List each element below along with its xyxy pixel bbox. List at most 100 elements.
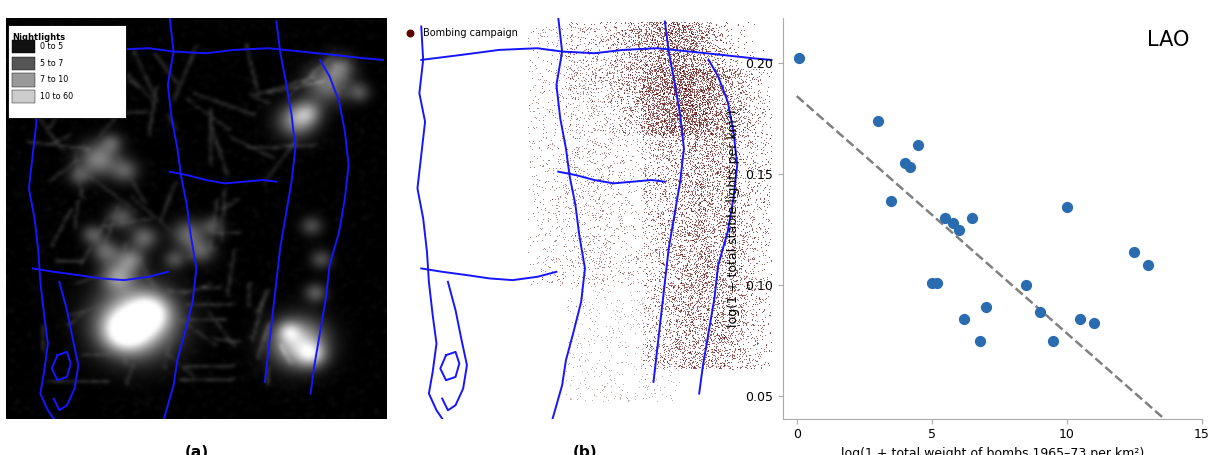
Point xyxy=(681,151,701,158)
Point xyxy=(652,336,672,344)
Point xyxy=(646,124,666,131)
Point xyxy=(698,102,718,109)
Point xyxy=(585,81,604,89)
Point xyxy=(668,161,687,168)
Point xyxy=(724,40,743,47)
Point xyxy=(663,348,683,355)
Point xyxy=(738,270,757,277)
Point xyxy=(719,265,738,272)
Point xyxy=(669,57,689,65)
Point xyxy=(647,21,667,28)
Point xyxy=(705,334,725,342)
Point xyxy=(672,294,691,302)
Point xyxy=(708,83,727,90)
Point xyxy=(698,293,718,300)
Point xyxy=(574,48,593,55)
Point xyxy=(719,165,738,172)
Point xyxy=(657,112,676,120)
Point xyxy=(651,100,670,107)
Point xyxy=(651,59,670,66)
Point xyxy=(680,32,699,39)
Point xyxy=(681,153,701,160)
Point xyxy=(662,244,681,252)
Point xyxy=(692,93,712,100)
Point xyxy=(536,111,556,119)
Point xyxy=(594,280,614,287)
Point xyxy=(680,73,699,80)
Point xyxy=(637,209,656,216)
Point xyxy=(695,92,714,100)
Point xyxy=(674,58,693,65)
Point xyxy=(674,201,693,208)
Point xyxy=(716,294,736,302)
Point xyxy=(632,151,651,158)
Point xyxy=(710,281,730,288)
Point xyxy=(684,102,703,109)
Point xyxy=(681,293,701,301)
Point xyxy=(657,106,676,113)
Point xyxy=(722,65,742,72)
Point xyxy=(564,353,583,360)
Point xyxy=(666,49,685,56)
Point xyxy=(655,187,674,195)
Point xyxy=(585,98,604,105)
Point xyxy=(616,164,635,172)
Point xyxy=(670,64,690,71)
Point xyxy=(737,194,756,201)
Point xyxy=(651,197,670,204)
Point xyxy=(635,88,655,95)
Point xyxy=(652,46,672,53)
Point xyxy=(726,114,745,121)
Point xyxy=(728,79,748,86)
Point xyxy=(638,70,657,77)
Point xyxy=(714,359,733,367)
Point xyxy=(582,282,602,289)
Point xyxy=(712,267,731,274)
Point xyxy=(714,101,733,108)
Point xyxy=(696,69,715,76)
Point xyxy=(693,349,713,357)
Point xyxy=(684,193,703,200)
Point xyxy=(592,78,611,86)
Point xyxy=(675,122,695,129)
Point xyxy=(730,246,749,253)
Point xyxy=(686,131,705,138)
Point xyxy=(586,25,605,32)
Point xyxy=(713,283,732,290)
Point xyxy=(640,84,660,91)
Point xyxy=(668,344,687,351)
Point xyxy=(681,126,701,133)
Point xyxy=(712,312,731,319)
Point xyxy=(518,34,538,41)
Point xyxy=(657,81,676,88)
Point xyxy=(625,315,644,323)
Point xyxy=(702,200,721,207)
Point xyxy=(622,87,641,94)
Point xyxy=(519,137,539,145)
Point xyxy=(719,73,738,81)
Point xyxy=(692,72,712,80)
Point xyxy=(594,56,614,63)
Point xyxy=(759,359,778,367)
Point xyxy=(696,279,715,286)
Point xyxy=(579,84,598,91)
Point xyxy=(614,32,633,40)
Point xyxy=(709,66,728,73)
Point xyxy=(728,247,748,254)
Point xyxy=(606,88,626,95)
Point xyxy=(644,387,663,394)
Point xyxy=(662,40,681,47)
Point xyxy=(605,315,625,323)
Point xyxy=(612,50,632,57)
Point xyxy=(698,103,718,111)
Point xyxy=(678,260,697,267)
Point xyxy=(646,354,666,362)
Point xyxy=(617,43,637,50)
Point xyxy=(731,172,750,179)
Point xyxy=(651,349,670,357)
Point xyxy=(547,236,567,243)
Point xyxy=(637,74,656,81)
Point xyxy=(695,105,714,112)
Point xyxy=(632,21,651,29)
Point xyxy=(670,42,690,49)
